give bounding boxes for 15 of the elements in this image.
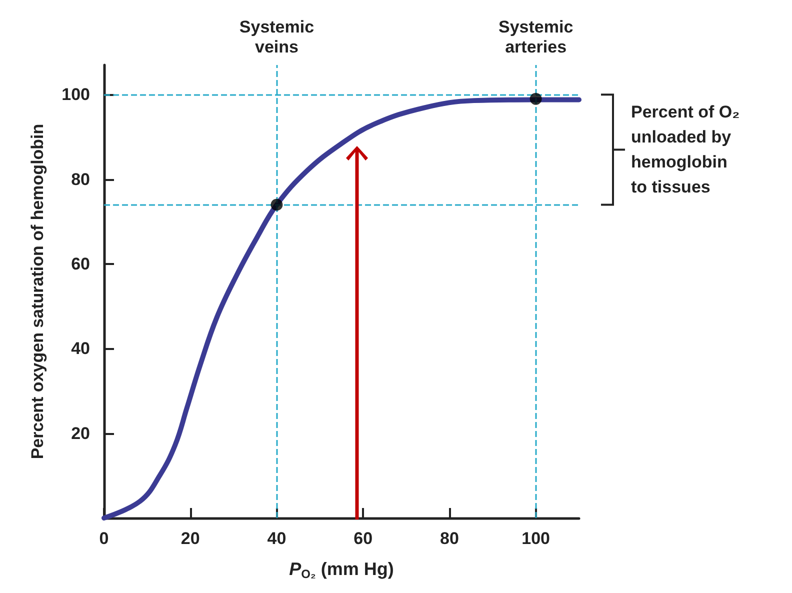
ref-line-label: Systemic arteries: [498, 18, 574, 56]
x-tick-label: 60: [354, 529, 373, 548]
x-tick-label: 20: [180, 529, 200, 548]
y-tick-label: 40: [71, 339, 90, 358]
x-tick-label: 80: [440, 529, 459, 548]
y-tick-label: 80: [71, 170, 90, 189]
x-tick-label: 0: [99, 529, 109, 548]
y-axis-title: Percent oxygen saturation of hemoglobin: [28, 124, 47, 460]
y-tick-label: 100: [62, 85, 90, 104]
x-tick-label: 40: [267, 529, 286, 548]
y-tick-label: 20: [71, 424, 90, 443]
x-tick-label: 100: [522, 529, 550, 548]
ref-line-label: Systemic veins: [239, 18, 314, 56]
y-tick-label: 60: [71, 254, 90, 274]
text: Percent of O₂ unloaded by hemoglobin to tissues: [631, 102, 740, 197]
